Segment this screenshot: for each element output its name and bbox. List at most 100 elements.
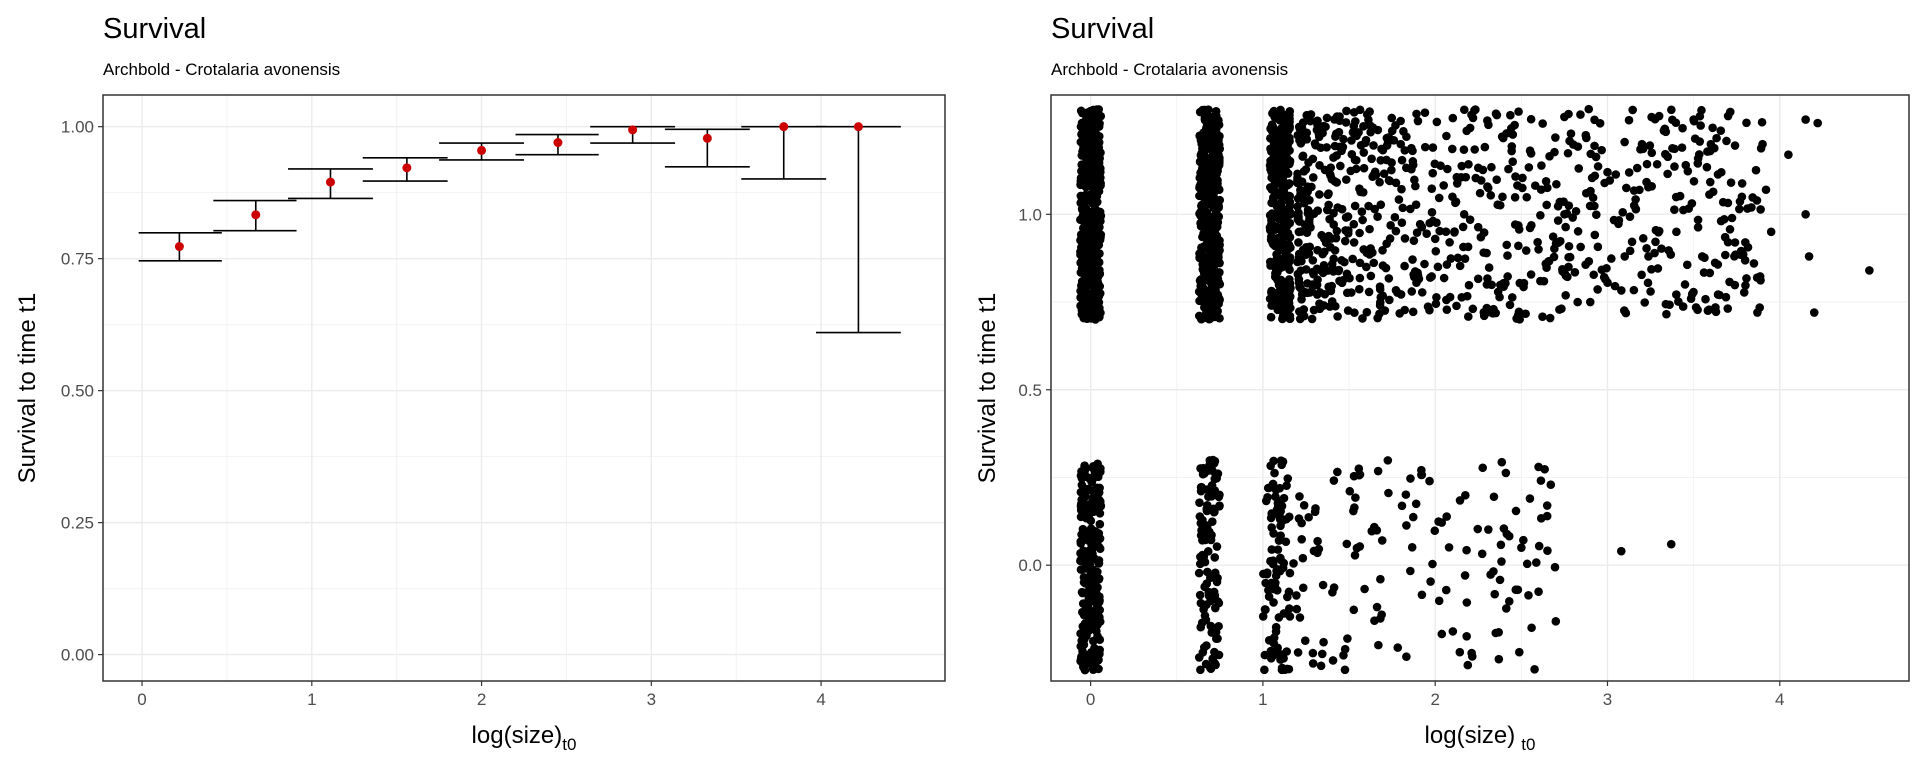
- scatter-point: [1355, 542, 1365, 551]
- scatter-point: [1742, 118, 1751, 128]
- scatter-point: [1091, 315, 1100, 324]
- scatter-point: [1508, 157, 1518, 166]
- scatter-point: [1752, 196, 1762, 205]
- scatter-point: [1377, 144, 1386, 154]
- scatter-point: [1267, 120, 1277, 130]
- scatter-point: [1689, 176, 1699, 186]
- scatter-point: [1195, 276, 1205, 286]
- scatter-point: [1538, 312, 1547, 321]
- scatter-point: [1616, 546, 1626, 556]
- scatter-point: [1742, 274, 1751, 283]
- scatter-point: [1308, 659, 1318, 668]
- scatter-point: [1428, 143, 1438, 152]
- scatter-point: [1373, 125, 1383, 135]
- scatter-point: [1548, 232, 1558, 241]
- scatter-point: [1316, 661, 1326, 671]
- scatter-point: [1213, 573, 1222, 583]
- scatter-point: [1452, 179, 1462, 188]
- scatter-point: [1422, 229, 1432, 239]
- scatter-point: [1078, 599, 1088, 608]
- scatter-point: [1473, 274, 1483, 284]
- plot-panel-border: [1050, 94, 1910, 682]
- scatter-point: [1519, 278, 1529, 288]
- scatter-point: [1647, 148, 1657, 158]
- survival-mean-point: [325, 177, 335, 187]
- scatter-point: [1459, 145, 1469, 154]
- y-tick-label: 1.0: [1018, 205, 1042, 224]
- scatter-point: [1496, 540, 1506, 550]
- scatter-point: [1384, 274, 1394, 283]
- scatter-point: [1462, 632, 1471, 641]
- scatter-point: [1095, 519, 1105, 529]
- scatter-point: [1618, 207, 1628, 217]
- scatter-point: [1276, 279, 1285, 289]
- scatter-point: [1076, 293, 1085, 302]
- scatter-point: [1452, 301, 1461, 311]
- scatter-point: [1093, 459, 1102, 469]
- scatter-point: [1739, 288, 1749, 297]
- scatter-point: [1269, 181, 1279, 191]
- scatter-point: [1431, 299, 1441, 309]
- scatter-point: [1211, 469, 1220, 479]
- scatter-point: [1625, 246, 1635, 256]
- scatter-point: [1611, 170, 1621, 179]
- scatter-point: [1593, 162, 1603, 171]
- scatter-point: [1514, 647, 1524, 657]
- scatter-point: [1081, 492, 1090, 501]
- scatter-point: [1410, 267, 1420, 276]
- scatter-point: [1318, 580, 1328, 590]
- scatter-point: [1088, 118, 1097, 127]
- scatter-point: [1448, 113, 1458, 123]
- scatter-point: [1564, 109, 1573, 119]
- scatter-point: [1555, 197, 1565, 207]
- scatter-point: [1354, 470, 1364, 480]
- scatter-point: [1396, 116, 1405, 126]
- scatter-point: [1197, 201, 1206, 211]
- scatter-point: [1646, 287, 1655, 296]
- scatter-point: [1373, 466, 1383, 476]
- scatter-point: [1408, 307, 1418, 317]
- y-tick-label: 0.00: [61, 646, 94, 665]
- scatter-point: [1431, 246, 1441, 256]
- scatter-point: [1609, 215, 1619, 225]
- y-tick-label: 0.50: [61, 382, 94, 401]
- scatter-point: [1582, 133, 1591, 143]
- scatter-point: [1536, 276, 1545, 286]
- scatter-point: [1341, 175, 1351, 184]
- scatter-point: [1752, 273, 1762, 282]
- scatter-point: [1355, 228, 1364, 238]
- scatter-point: [1376, 200, 1386, 209]
- scatter-point: [1205, 267, 1215, 277]
- scatter-point: [1279, 653, 1288, 663]
- scatter-point: [1462, 126, 1471, 136]
- scatter-point: [1385, 234, 1395, 243]
- scatter-point: [1499, 282, 1508, 291]
- scatter-point: [1194, 568, 1204, 578]
- scatter-point: [1428, 559, 1437, 569]
- scatter-point: [1747, 203, 1756, 212]
- scatter-point: [1460, 571, 1470, 580]
- scatter-point: [1427, 208, 1437, 217]
- scatter-point: [1494, 654, 1504, 664]
- scatter-point: [1264, 635, 1274, 645]
- scatter-point: [1804, 252, 1814, 261]
- scatter-point: [1412, 278, 1421, 288]
- scatter-point: [1662, 309, 1671, 319]
- scatter-point: [1412, 228, 1422, 237]
- scatter-point: [1737, 179, 1747, 188]
- scatter-point: [1093, 583, 1102, 592]
- scatter-point: [1362, 110, 1372, 119]
- scatter-point: [1208, 654, 1217, 664]
- scatter-point: [1462, 598, 1472, 607]
- scatter-point: [1285, 133, 1294, 143]
- scatter-point: [1465, 215, 1475, 224]
- scatter-point: [1078, 147, 1087, 156]
- scatter-point: [1607, 254, 1616, 263]
- scatter-point: [1682, 260, 1692, 270]
- scatter-point: [1543, 546, 1552, 555]
- scatter-point: [1526, 270, 1536, 279]
- scatter-point: [1096, 181, 1105, 190]
- scatter-point: [1308, 173, 1318, 182]
- scatter-point: [1266, 164, 1275, 174]
- scatter-point: [1285, 568, 1295, 578]
